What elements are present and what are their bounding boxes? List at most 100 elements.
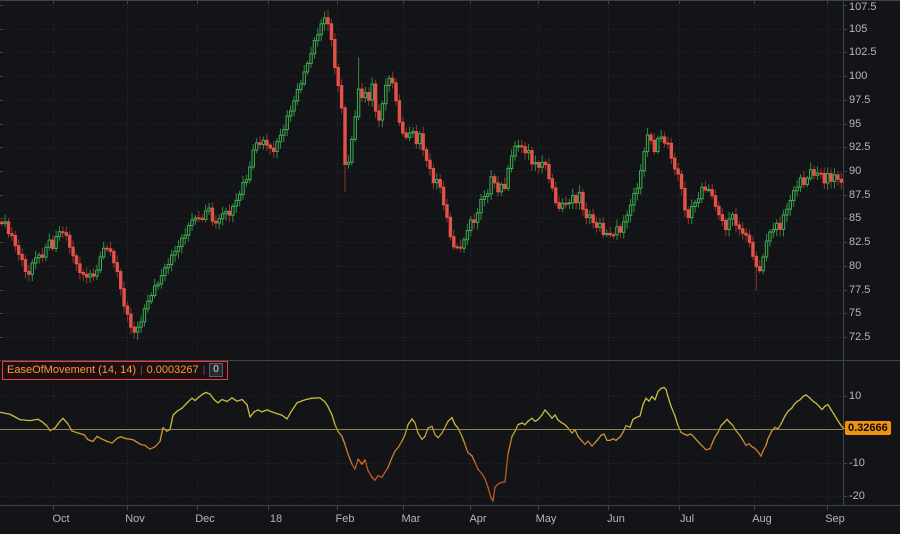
candle-up [346,161,351,165]
eom-line-segment [654,390,659,401]
candle-up [88,273,92,278]
eom-line-segment [574,429,579,438]
eom-line-segment [771,426,776,432]
eom-line-segment [635,415,641,419]
candle-up [319,23,323,36]
eom-line-segment [374,474,379,481]
eom-line-segment [120,436,126,440]
candle-down [744,232,748,236]
eom-line-segment [139,443,146,447]
candle-down [329,23,334,41]
candle-up [309,53,313,64]
indicator-value-badge: 0.32666 [845,421,891,435]
candle-down [520,145,524,148]
eom-line-segment [341,435,346,446]
candle-down [458,246,463,249]
candle-up [156,283,160,287]
eom-line-segment [296,400,303,404]
eom-line-segment [124,437,134,441]
indicator-legend[interactable]: EaseOfMovement (14, 14) | 0.0003267 | 0 [2,361,228,380]
eom-line-segment [431,425,436,436]
eom-line-segment [83,434,89,441]
candle-down [713,195,718,207]
candle-down [81,272,85,275]
candle-down [105,247,109,250]
candle-up [248,166,252,181]
candle-up [176,246,181,252]
eom-line-segment [517,422,523,426]
eom-line-segment [261,409,268,413]
eom-line-segment [567,427,573,434]
candle-up [217,218,221,224]
eom-line-segment [77,432,85,436]
eom-line-segment [149,446,156,450]
eom-line-segment [154,440,161,448]
candle-up [384,84,388,105]
candle-down [84,273,89,278]
eom-line-segment [217,398,223,404]
eom-line-segment [648,395,653,402]
candle-up [567,202,572,205]
eom-line-segment [527,417,533,422]
candle-down [343,107,347,165]
candle-down [50,239,55,250]
eom-line-segment [467,452,473,457]
eom-line-segment [246,403,251,418]
eom-line-segment [424,427,429,438]
eom-line-segment [384,466,389,473]
candle-down [377,110,381,121]
eom-line-segment [705,448,711,451]
eom-line-segment [441,420,449,434]
candle-down [10,233,14,237]
eom-line-segment [594,438,599,444]
candle-up [261,139,266,146]
eom-line-segment [711,436,716,445]
candle-down [125,305,130,315]
candle-up [809,169,813,179]
candle-up [282,129,286,136]
candle-down [581,191,585,210]
candle-down [649,134,653,141]
candle-down [373,83,378,112]
candle-up [635,187,640,194]
eom-line-segment [477,468,483,475]
candle-up [628,204,633,216]
candle-up [707,189,711,192]
candle-up [486,193,490,197]
candle-down [503,183,507,189]
time-axis[interactable] [0,506,900,534]
eom-line-segment [334,423,339,432]
candle-down [78,263,82,274]
candle-up [826,173,830,184]
eom-line-segment [827,403,832,411]
candle-up [37,254,41,259]
candle-up [152,285,157,296]
candle-up [656,138,660,153]
eom-line-segment [667,395,672,407]
eom-line-segment [492,486,496,502]
candle-up [380,103,385,121]
candle-up [44,246,48,258]
eom-line-segment [723,418,728,424]
candle-down [537,162,541,168]
candle-up [482,195,487,200]
candle-up [560,202,565,209]
candle-down [717,205,721,216]
eom-line-segment [71,430,79,434]
eom-line-segment [615,436,621,442]
eom-line-segment [197,393,203,399]
eom-line-segment [464,443,469,454]
candle-down [836,174,840,180]
eom-line-segment [231,397,238,402]
candle-up [798,177,803,188]
eom-line-segment [487,486,492,499]
candle-up [513,145,517,157]
candle-up [469,219,473,231]
candle-down [543,161,548,166]
eom-line-segment [324,401,329,408]
candle-down [669,142,674,159]
candle-down [197,217,201,220]
candle-down [802,177,806,185]
candle-down [112,250,116,264]
